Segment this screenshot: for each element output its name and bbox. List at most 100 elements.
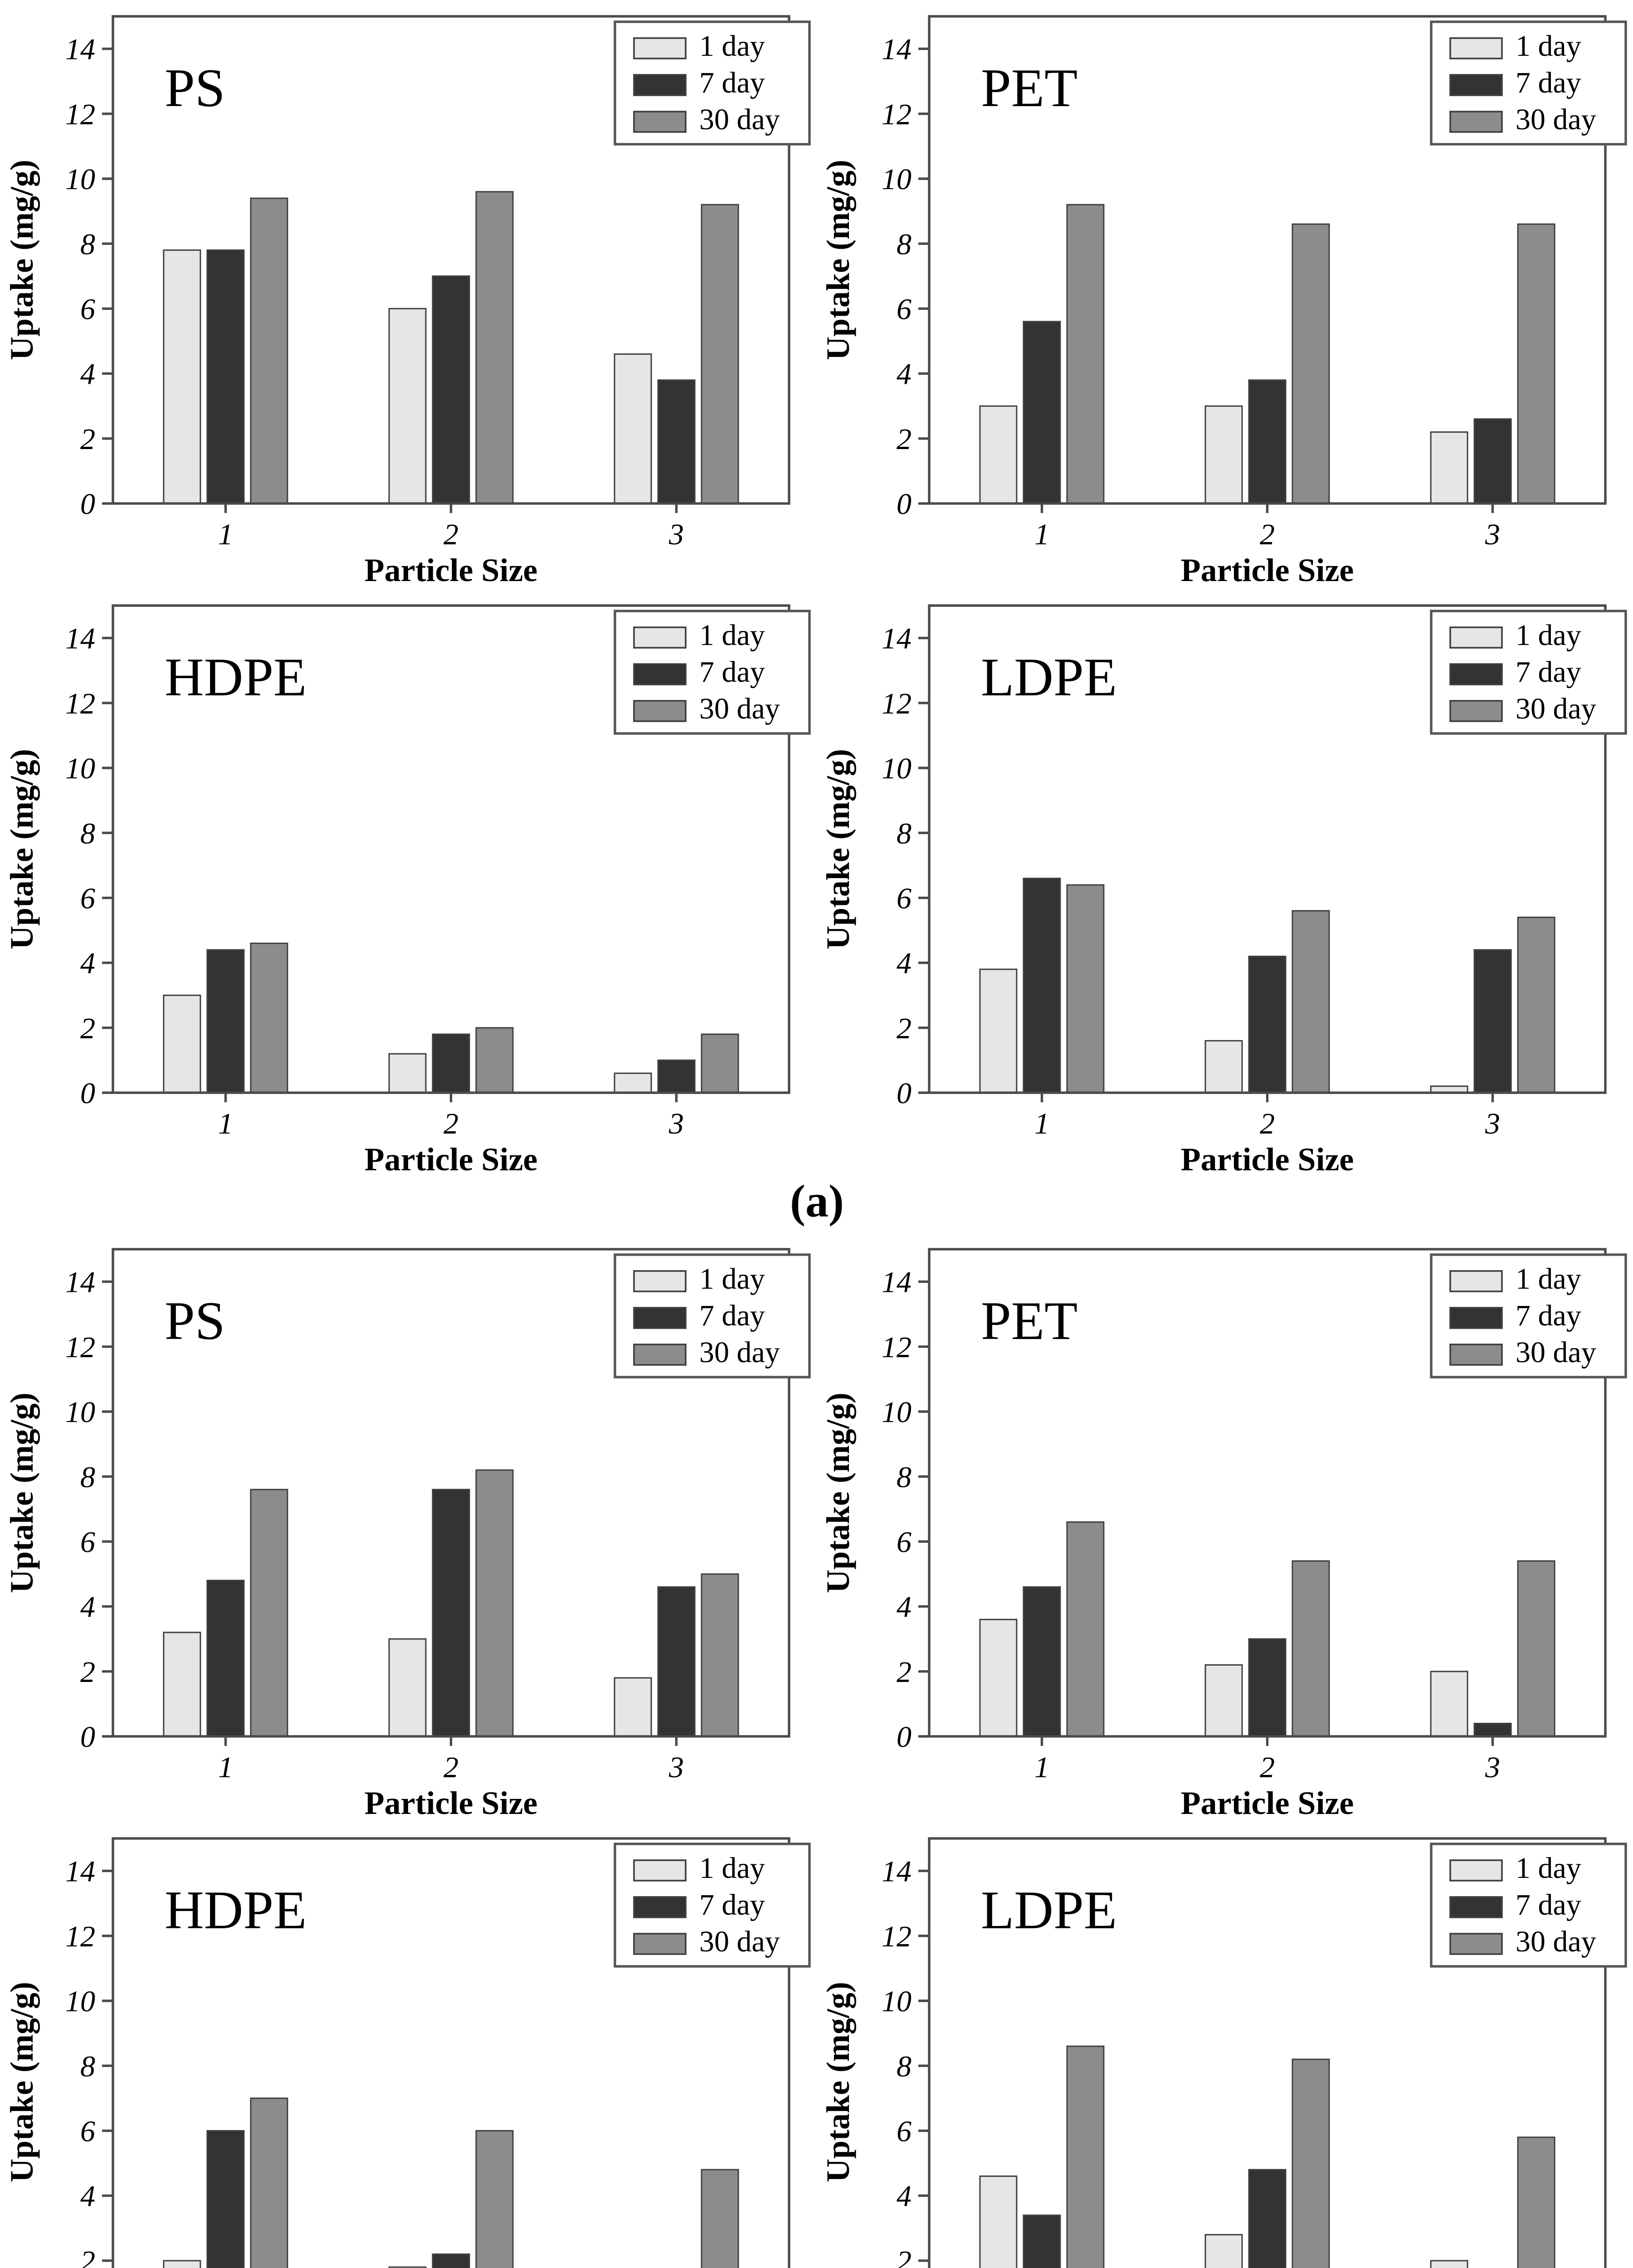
y-tick-label: 10 [65,1396,95,1429]
y-tick-label: 0 [897,1077,912,1110]
y-tick-label: 2 [897,423,912,456]
y-tick-label: 8 [897,228,912,261]
x-axis-title: Particle Size [1181,1141,1354,1178]
bar-7day-size2 [432,275,470,504]
bar-7day-size1 [206,249,245,504]
y-tick-label: 6 [897,293,912,326]
bar-7day-size3 [1473,418,1512,504]
legend-swatch-7day [633,663,687,685]
y-tick-label: 0 [80,488,95,521]
panel-b: 0 2 4 6 8 10 12 14 1 2 3 Particle Size Uptake (mg/g)… [0,1233,1633,2268]
chart-title: LDPE [981,647,1117,707]
legend-label: 30 day [699,692,780,725]
y-tick-label: 2 [80,1656,95,1689]
panel-b-grid: 0 2 4 6 8 10 12 14 1 2 3 Particle Size Uptake (mg/g)… [0,1233,1633,2268]
y-axis-title: Uptake (mg/g) [4,160,40,360]
bar-30day-size3 [1517,223,1555,504]
legend-label: 1 day [1516,29,1581,63]
x-axis-title: Particle Size [365,1141,538,1178]
legend-label: 1 day [699,29,765,63]
y-tick-label: 8 [897,2050,912,2083]
y-tick-label: 14 [882,1855,912,1888]
legend-swatch-7day [1449,663,1503,685]
bar-1day-size1 [163,1632,201,1737]
legend-swatch-1day [1449,1270,1503,1292]
bar-30day-size3 [1517,1560,1555,1737]
y-tick-label: 14 [882,33,912,66]
bar-30day-size2 [475,2130,514,2268]
bar-1day-size1 [979,405,1018,504]
bar-30day-size1 [250,2097,288,2268]
y-axis-title: Uptake (mg/g) [4,1982,40,2182]
chart-title: HDPE [165,1880,307,1940]
bar-7day-size1 [1023,2214,1061,2268]
x-tick-label: 2 [1260,1751,1275,1784]
legend-label: 30 day [699,103,780,136]
legend-label: 7 day [699,655,765,689]
y-tick-label: 14 [65,1266,95,1299]
plot-border [112,1837,790,2268]
bar-1day-size1 [163,249,201,504]
bar-7day-size1 [206,2130,245,2268]
bar-1day-size3 [614,353,652,504]
legend-label: 30 day [699,1925,780,1958]
bar-30day-size1 [250,943,288,1094]
legend-swatch-7day [633,1307,687,1329]
legend-swatch-30day [633,700,687,722]
legend-label: 7 day [1516,1299,1581,1332]
chart-b-pet: 0 2 4 6 8 10 12 14 1 2 3 Particle Size Uptake (mg/g)… [816,1233,1633,1822]
bar-7day-size1 [1023,321,1061,504]
y-tick-label: 6 [897,882,912,915]
legend-swatch-30day [633,1933,687,1955]
chart-title: PS [165,58,225,118]
x-tick-label: 2 [1260,1107,1275,1140]
legend-label: 7 day [699,66,765,99]
y-tick-label: 0 [80,1721,95,1754]
bar-1day-size3 [1430,431,1468,504]
bar-7day-size1 [206,949,245,1094]
y-tick-label: 2 [897,1656,912,1689]
legend-swatch-7day [1449,74,1503,96]
y-tick-label: 0 [80,1077,95,1110]
legend-swatch-1day [633,1270,687,1292]
y-tick-label: 12 [882,687,912,720]
bar-7day-size2 [432,1033,470,1094]
bar-7day-size1 [206,1579,245,1737]
legend-label: 7 day [1516,655,1581,689]
chart-a-hdpe: 0 2 4 6 8 10 12 14 1 2 3 Particle Size Uptake (mg/g)… [0,589,816,1178]
legend-label: 7 day [1516,1888,1581,1921]
y-axis-title: Uptake (mg/g) [820,1393,856,1593]
bar-1day-size2 [1204,1040,1243,1094]
legend-swatch-7day [1449,1307,1503,1329]
chart-b-ps: 0 2 4 6 8 10 12 14 1 2 3 Particle Size Uptake (mg/g)… [0,1233,816,1822]
bar-7day-size3 [1473,1723,1512,1737]
legend-label: 1 day [1516,619,1581,652]
bar-30day-size1 [1066,1521,1105,1737]
legend-label: 30 day [699,1336,780,1369]
y-axis-title: Uptake (mg/g) [820,160,856,360]
y-tick-label: 12 [65,98,95,131]
y-tick-label: 4 [80,2180,95,2213]
bar-1day-size1 [979,2175,1018,2268]
plot-border [928,1837,1607,2268]
chart-a-pet: 0 2 4 6 8 10 12 14 1 2 3 Particle Size Uptake (mg/g)… [816,0,1633,589]
y-tick-label: 4 [80,358,95,391]
bar-30day-size3 [1517,916,1555,1094]
y-tick-label: 4 [897,2180,912,2213]
x-axis-title: Particle Size [365,1785,538,1821]
bar-30day-size3 [701,2169,739,2268]
legend-swatch-1day [633,1859,687,1882]
bar-1day-size2 [388,1638,427,1737]
bar-7day-size2 [1248,2169,1287,2268]
legend-swatch-30day [1449,111,1503,133]
legend-swatch-1day [633,626,687,649]
x-tick-label: 3 [1485,1751,1500,1784]
y-tick-label: 6 [897,1526,912,1559]
y-tick-label: 8 [80,1461,95,1494]
y-tick-label: 10 [65,163,95,196]
x-tick-label: 1 [1034,1107,1049,1140]
